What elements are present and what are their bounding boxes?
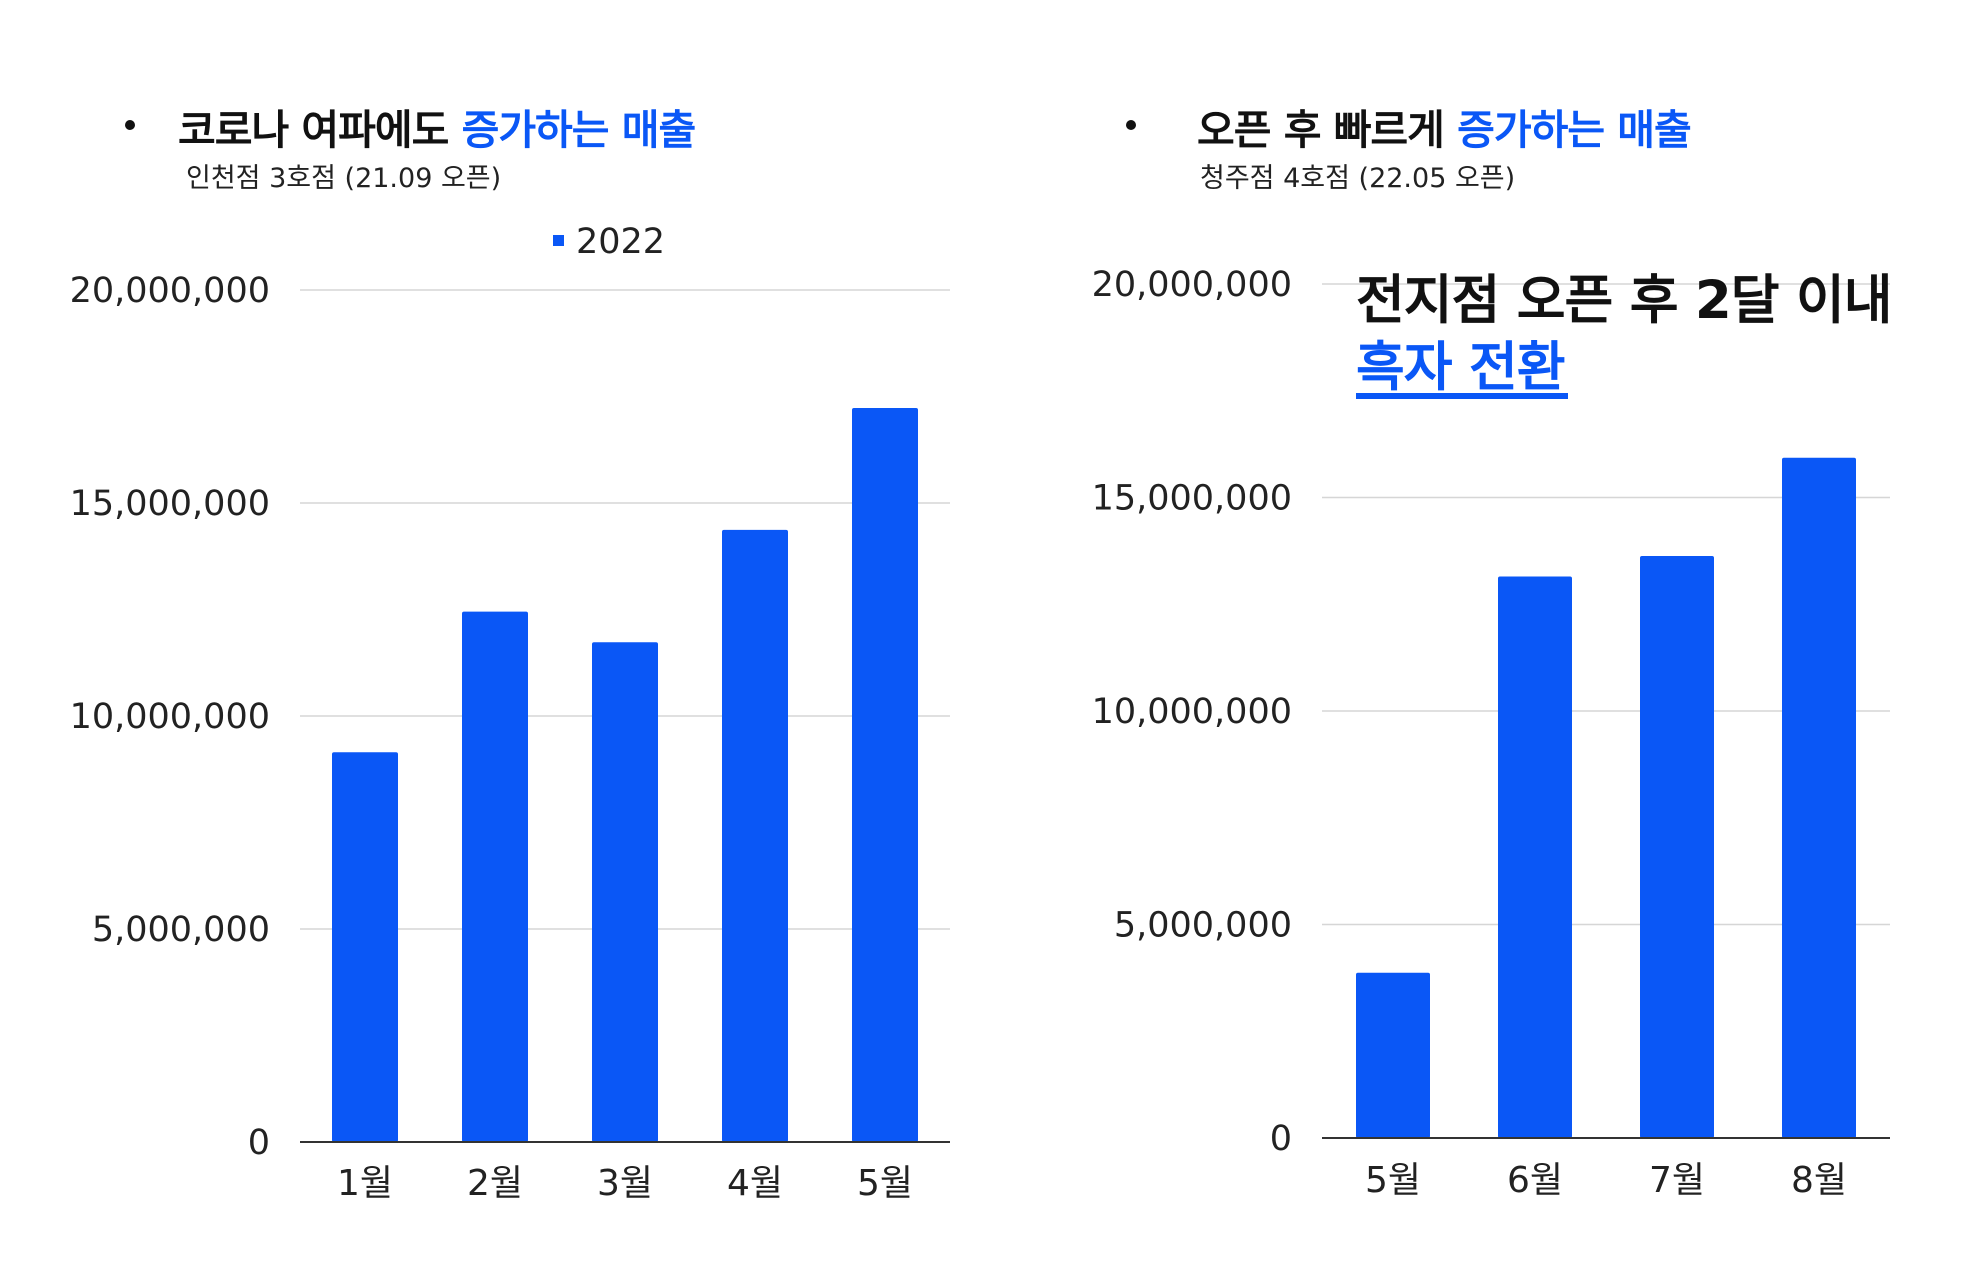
bar <box>332 752 398 1142</box>
x-tick-label: 6월 <box>1507 1160 1563 1201</box>
x-tick-label: 2월 <box>467 1163 523 1204</box>
left-headline: 코로나 여파에도 증가하는 매출 <box>178 96 697 156</box>
bar <box>1640 555 1714 1138</box>
y-tick-label: 5,000,000 <box>92 910 270 950</box>
y-tick-label: 5,000,000 <box>1114 906 1292 946</box>
callout-line1: 전지점 오픈 후 2달 이내 <box>1356 270 1893 331</box>
legend-swatch <box>553 234 564 246</box>
y-tick-label: 20,000,000 <box>70 271 270 311</box>
bar <box>1782 457 1856 1138</box>
left-headline-accent: 증가하는 매출 <box>461 106 697 154</box>
bar <box>722 529 788 1142</box>
right-headline-plain: 오픈 후 빠르게 <box>1197 106 1458 154</box>
bar <box>592 642 658 1142</box>
y-tick-label: 10,000,000 <box>70 697 270 737</box>
x-tick-label: 8월 <box>1791 1160 1847 1201</box>
bullet-icon <box>125 120 135 130</box>
x-tick-label: 1월 <box>337 1163 393 1204</box>
y-tick-label: 15,000,000 <box>1092 479 1292 519</box>
x-tick-label: 5월 <box>1365 1160 1421 1201</box>
x-tick-label: 4월 <box>727 1163 783 1204</box>
callout-underline <box>1356 393 1568 399</box>
bar <box>462 611 528 1142</box>
callout-line2: 흑자 전환 <box>1356 337 1565 398</box>
right-subtitle: 청주점 4호점 (22.05 오픈) <box>1200 163 1516 194</box>
x-tick-label: 3월 <box>597 1163 653 1204</box>
x-tick-label: 7월 <box>1649 1160 1705 1201</box>
right-headline: 오픈 후 빠르게 증가하는 매출 <box>1197 96 1692 156</box>
y-tick-label: 10,000,000 <box>1092 692 1292 732</box>
bar <box>1356 972 1430 1138</box>
bar <box>1498 576 1572 1138</box>
legend-label: 2022 <box>576 222 666 262</box>
y-tick-label: 0 <box>1270 1119 1292 1159</box>
chart-legend: 2022 <box>553 222 665 262</box>
y-tick-label: 20,000,000 <box>1092 265 1292 305</box>
y-tick-label: 0 <box>248 1123 270 1163</box>
left-headline-plain: 코로나 여파에도 <box>178 106 462 154</box>
left-subtitle: 인천점 3호점 (21.09 오픈) <box>186 163 502 194</box>
y-tick-label: 15,000,000 <box>70 484 270 524</box>
right-headline-accent: 증가하는 매출 <box>1457 106 1692 154</box>
bar <box>852 408 918 1142</box>
bullet-icon <box>1126 120 1136 130</box>
x-tick-label: 5월 <box>857 1163 913 1204</box>
